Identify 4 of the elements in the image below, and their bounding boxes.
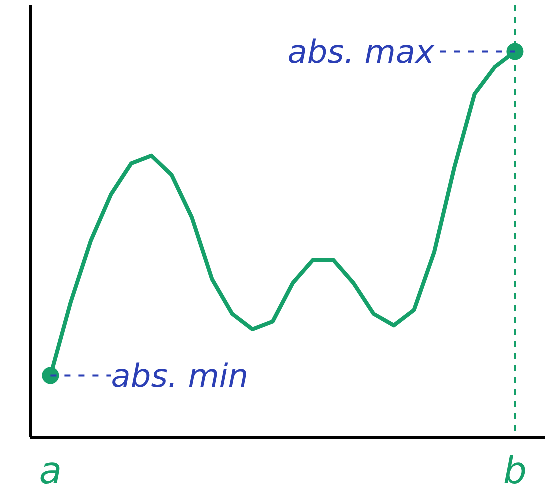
annotation: abs. min [111,356,249,395]
x-tick-label: a [39,448,62,492]
annotation: abs. max [288,32,436,71]
x-tick-label: b [503,448,528,492]
